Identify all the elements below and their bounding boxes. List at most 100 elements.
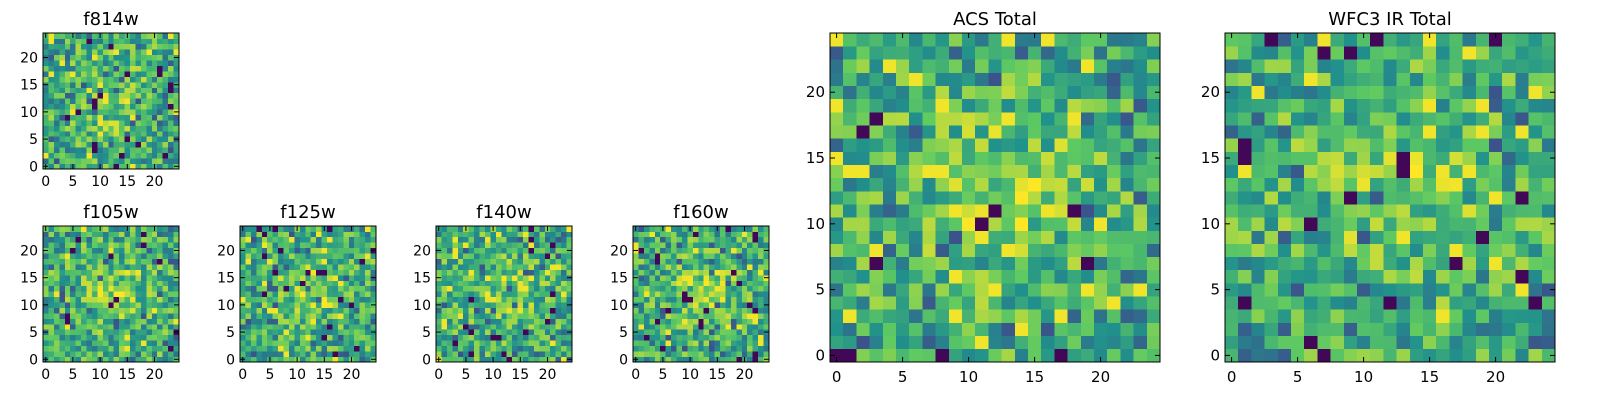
heatmap-cell [91, 147, 98, 154]
heatmap-cell [1304, 335, 1318, 350]
heatmap-cell [660, 258, 666, 265]
heatmap-cell [119, 33, 125, 39]
heatmap-cell [64, 81, 71, 88]
heatmap-cell [643, 258, 650, 265]
heatmap-cell [1080, 125, 1095, 139]
heatmap-cell [64, 152, 71, 159]
heatmap-cell [348, 318, 355, 325]
heatmap-cell [1317, 269, 1331, 284]
heatmap-cell [168, 258, 174, 265]
heatmap-cell [479, 242, 486, 249]
heatmap-cell [1054, 348, 1068, 363]
heatmap-cell [446, 236, 453, 243]
heatmap-cell [157, 291, 164, 298]
heatmap-cell [1409, 111, 1424, 126]
heatmap-cell [305, 302, 312, 308]
x-tick-label: 5 [68, 174, 77, 190]
x-tick-label: 0 [41, 174, 50, 190]
heatmap-cell [649, 226, 656, 232]
heatmap-cell [256, 323, 263, 330]
heatmap-cell [108, 291, 115, 298]
heatmap-cell [1436, 309, 1450, 323]
heatmap-cell [1409, 151, 1424, 165]
heatmap-cell [81, 65, 87, 72]
heatmap-cell [1014, 59, 1029, 73]
heatmap-cell [250, 236, 257, 243]
heatmap-cell [310, 345, 317, 352]
heatmap-cell [168, 54, 174, 61]
heatmap-cell [70, 351, 76, 357]
heatmap-cell [517, 307, 524, 314]
heatmap-cell [283, 340, 290, 347]
heatmap-cell [922, 138, 936, 152]
heatmap-cell [922, 111, 936, 126]
x-tick-label: 5 [461, 367, 470, 383]
axes-frame [632, 225, 770, 363]
heatmap-cell [1330, 335, 1345, 350]
heatmap-cell [730, 351, 737, 357]
heatmap-cell [436, 236, 442, 243]
heatmap-cell [882, 59, 897, 73]
heatmap-cell [660, 231, 666, 238]
heatmap-cell [468, 340, 475, 347]
heatmap-cell [643, 226, 650, 232]
heatmap-cell [962, 46, 976, 60]
heatmap-cell [70, 231, 76, 238]
heatmap-cell [332, 242, 339, 249]
heatmap-cell [288, 253, 295, 259]
heatmap-cell [671, 329, 677, 336]
heatmap-cell [168, 236, 174, 243]
heatmap-cell [86, 274, 93, 281]
heatmap-cell [1054, 85, 1068, 100]
heatmap-cell [1423, 111, 1437, 126]
heatmap-cell [654, 274, 661, 281]
heatmap-cell [758, 274, 764, 281]
heatmap-cell [555, 313, 562, 319]
heatmap-cell [1304, 217, 1318, 231]
heatmap-cell [173, 71, 180, 77]
heatmap-cell [1080, 72, 1095, 86]
heatmap-cell [310, 247, 317, 254]
heatmap-cell [988, 269, 1002, 284]
heatmap-cell [1370, 111, 1384, 126]
heatmap-cell [935, 138, 950, 152]
heatmap-cell [1120, 151, 1134, 165]
heatmap-cell [59, 141, 66, 148]
heatmap-cell [359, 356, 366, 363]
heatmap-cell [703, 296, 710, 303]
heatmap-cell [168, 302, 174, 308]
y-tick-label: 10 [1201, 215, 1220, 233]
heatmap-cell [506, 302, 513, 308]
heatmap-cell [1277, 217, 1292, 231]
heatmap-cell [479, 285, 486, 292]
heatmap-cell [1225, 33, 1239, 47]
heatmap-cell [267, 323, 273, 330]
heatmap-cell [490, 258, 497, 265]
heatmap-cell [135, 92, 142, 99]
heatmap-cell [108, 323, 115, 330]
heatmap-cell [332, 313, 339, 319]
heatmap-cell [1028, 335, 1042, 350]
heatmap-cell [709, 291, 715, 298]
heatmap-cell [102, 81, 109, 88]
heatmap-cell [681, 274, 688, 281]
heatmap-cell [1475, 46, 1490, 60]
heatmap-cell [140, 329, 147, 336]
heatmap-cell [523, 236, 529, 243]
heatmap-cell [1133, 269, 1148, 284]
heatmap-cell [882, 190, 897, 205]
heatmap-cell [452, 340, 459, 347]
heatmap-cell [909, 243, 923, 258]
heatmap-cell [168, 120, 174, 126]
heatmap-cell [763, 236, 770, 243]
heatmap-cell [550, 253, 557, 259]
heatmap-cell [1528, 59, 1543, 73]
heatmap-cell [523, 258, 529, 265]
heatmap-cell [81, 313, 87, 319]
heatmap-cell [896, 164, 910, 179]
heatmap-cell [75, 296, 82, 303]
heatmap-cell [168, 313, 174, 319]
heatmap-cell [1264, 59, 1279, 73]
heatmap-cell [869, 59, 884, 73]
heatmap-cell [86, 258, 93, 265]
